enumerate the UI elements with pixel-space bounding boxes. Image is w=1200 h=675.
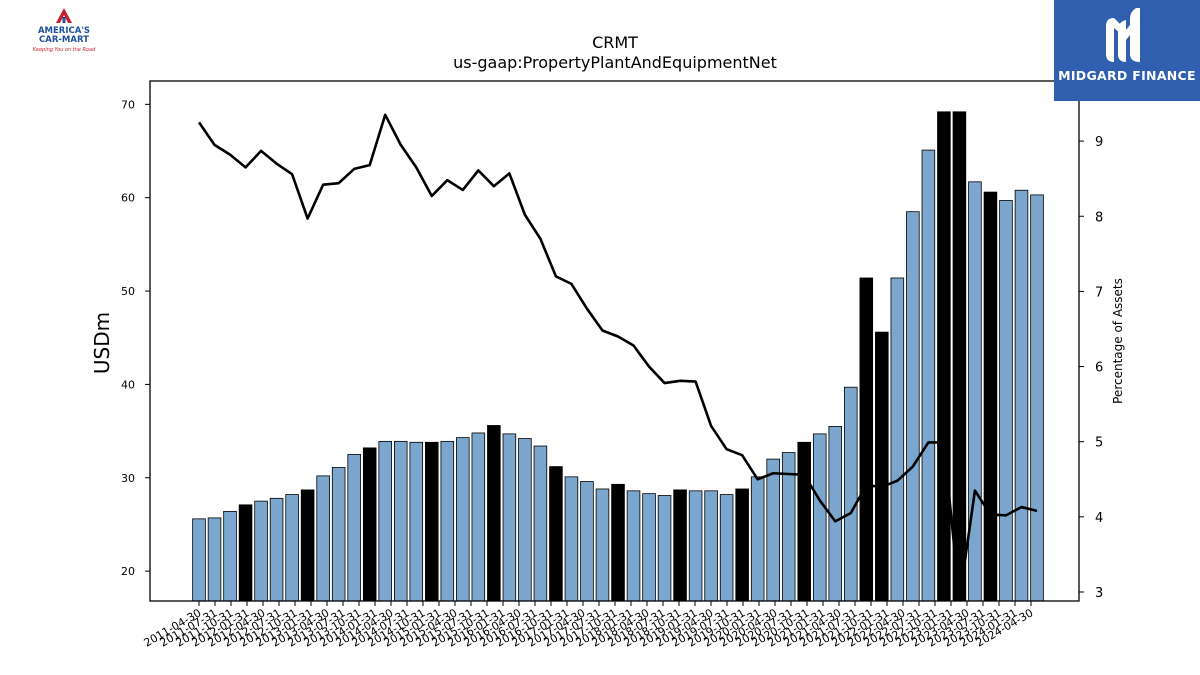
midgard-finance-logo: MIDGARD FINANCE	[1054, 0, 1200, 101]
bar	[999, 200, 1013, 602]
y2-tick-label: 7	[1095, 285, 1103, 300]
bar	[425, 441, 439, 602]
bar	[642, 493, 656, 602]
bar	[844, 386, 858, 602]
bar	[1030, 194, 1044, 602]
bar	[673, 489, 687, 602]
y-tick-label: 70	[121, 98, 135, 111]
bar	[471, 432, 486, 602]
bar	[735, 488, 749, 602]
bar	[533, 445, 548, 602]
y-axis-label: USDm	[90, 312, 114, 374]
y2-tick-label: 4	[1095, 511, 1103, 526]
bar	[657, 495, 672, 602]
car-mart-tagline: Keeping You on the Road	[32, 47, 96, 53]
bar	[269, 497, 284, 602]
bar	[719, 494, 734, 602]
midgard-finance-name: MIDGARD FINANCE	[1058, 68, 1196, 83]
bar	[238, 504, 253, 602]
bar	[192, 518, 206, 602]
bar	[316, 475, 330, 602]
bar	[906, 211, 920, 602]
y2-tick-label: 9	[1095, 135, 1103, 150]
midgard-m-icon	[1106, 8, 1140, 62]
bar	[254, 500, 268, 602]
car-mart-name-line1: AMERICA'S	[37, 26, 91, 36]
y2-tick-label: 6	[1095, 361, 1103, 376]
y-tick-label: 30	[121, 472, 135, 485]
bar	[859, 277, 874, 602]
bar	[580, 481, 594, 602]
bar	[518, 438, 532, 602]
bar	[409, 441, 424, 602]
y-tick-label: 20	[121, 565, 135, 578]
bar	[797, 441, 811, 602]
bar	[704, 490, 718, 602]
bar	[502, 433, 517, 602]
bar	[952, 111, 967, 602]
bar	[487, 425, 501, 602]
car-mart-arrow-icon	[56, 8, 72, 23]
bar	[611, 483, 625, 602]
car-mart-name-line2: CAR-MART	[39, 35, 89, 45]
bar	[968, 181, 982, 602]
y2-tick-label: 8	[1095, 210, 1103, 225]
bar	[440, 440, 455, 602]
y2-axis-label: Percentage of Assets	[1111, 278, 1125, 404]
bar	[207, 517, 222, 602]
chart-title: CRMT	[592, 33, 638, 52]
bar	[937, 111, 951, 602]
bar	[688, 490, 703, 602]
bar	[890, 277, 905, 602]
bar	[331, 467, 346, 602]
bar	[393, 440, 408, 602]
bar	[921, 149, 936, 602]
bar	[983, 191, 998, 602]
bar	[564, 476, 579, 602]
bar	[1014, 189, 1029, 602]
americas-car-mart-logo: AMERICA'S CAR-MART Keeping You on the Ro…	[22, 6, 106, 58]
y2-tick-label: 3	[1095, 586, 1103, 601]
bar	[595, 488, 610, 602]
plot-frame	[149, 80, 1080, 602]
bar	[875, 331, 889, 602]
bar	[549, 466, 563, 602]
y2-tick-label: 5	[1095, 436, 1103, 451]
bar	[362, 447, 377, 602]
bar	[223, 510, 237, 602]
bar	[378, 440, 392, 602]
bar	[766, 458, 780, 602]
bar	[812, 433, 827, 602]
chart-subtitle: us-gaap:PropertyPlantAndEquipmentNet	[453, 53, 777, 72]
bar	[626, 490, 641, 602]
bar	[750, 476, 765, 602]
bar	[456, 437, 470, 602]
bar	[347, 454, 361, 602]
series-line	[197, 113, 1038, 601]
bar	[285, 494, 299, 602]
bar	[300, 489, 315, 602]
y-tick-label: 50	[121, 285, 135, 298]
y-tick-label: 60	[121, 192, 135, 205]
y-tick-label: 40	[121, 378, 135, 391]
